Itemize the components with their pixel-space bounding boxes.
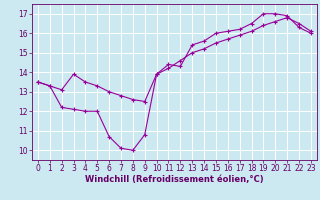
X-axis label: Windchill (Refroidissement éolien,°C): Windchill (Refroidissement éolien,°C) [85, 175, 264, 184]
